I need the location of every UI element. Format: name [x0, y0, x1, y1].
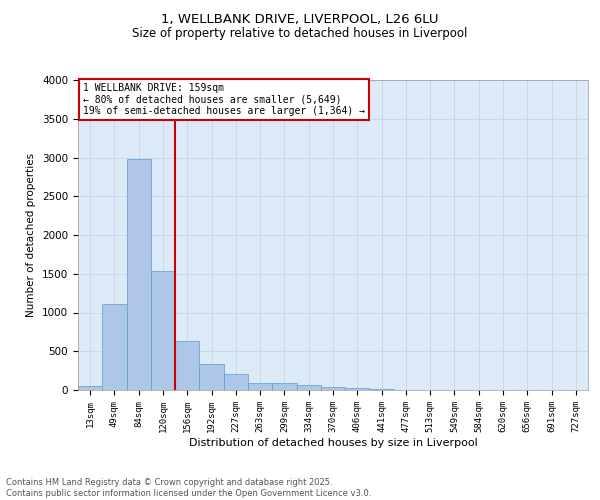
X-axis label: Distribution of detached houses by size in Liverpool: Distribution of detached houses by size … [188, 438, 478, 448]
Bar [151, 272, 175, 390]
Bar [224, 374, 248, 390]
Bar [296, 386, 321, 390]
Bar [127, 159, 151, 390]
Bar [102, 304, 127, 390]
Text: 1, WELLBANK DRIVE, LIVERPOOL, L26 6LU: 1, WELLBANK DRIVE, LIVERPOOL, L26 6LU [161, 12, 439, 26]
Bar [321, 386, 345, 390]
Text: Size of property relative to detached houses in Liverpool: Size of property relative to detached ho… [133, 28, 467, 40]
Bar [248, 382, 272, 390]
Bar [370, 389, 394, 390]
Bar [272, 383, 296, 390]
Bar [345, 388, 370, 390]
Bar [78, 386, 102, 390]
Text: 1 WELLBANK DRIVE: 159sqm
← 80% of detached houses are smaller (5,649)
19% of sem: 1 WELLBANK DRIVE: 159sqm ← 80% of detach… [83, 83, 365, 116]
Y-axis label: Number of detached properties: Number of detached properties [26, 153, 37, 317]
Bar [175, 341, 199, 390]
Text: Contains HM Land Registry data © Crown copyright and database right 2025.
Contai: Contains HM Land Registry data © Crown c… [6, 478, 371, 498]
Bar [199, 364, 224, 390]
